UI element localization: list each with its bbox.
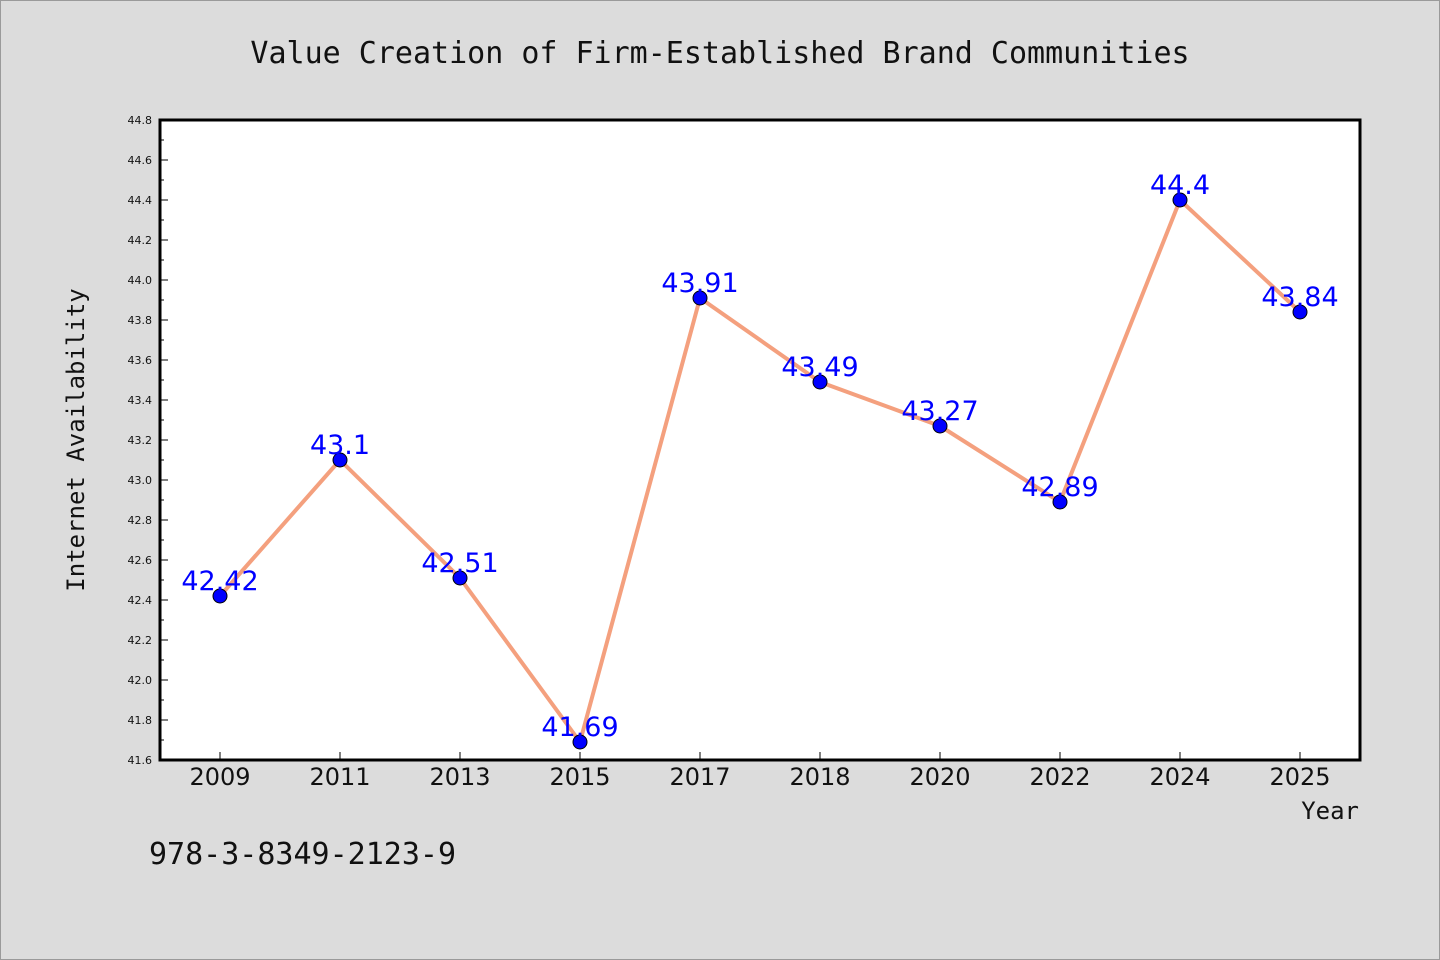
data-label: 43.84 [1261,282,1338,313]
y-tick-label: 42.4 [128,594,153,607]
y-tick-label: 44.6 [128,154,153,167]
series-layer [212,192,1308,750]
y-tick-label: 44.2 [128,234,153,247]
data-point [572,734,588,750]
x-tick-label: 2011 [309,763,370,791]
chart-title: Value Creation of Firm-Established Brand… [250,36,1189,71]
y-tick-label: 41.8 [128,714,153,727]
x-tick-label: 2015 [549,763,610,791]
x-tick-label: 2020 [909,763,970,791]
y-tick-label: 44.4 [128,194,153,207]
data-label: 43.27 [901,396,978,427]
data-label: 42.51 [421,548,498,579]
data-label: 42.42 [181,566,258,597]
isbn-annotation: 978-3-8349-2123-9 [149,837,456,872]
data-point [452,570,468,586]
x-axis-title: Year [1301,797,1359,825]
data-point [212,588,228,604]
y-tick-label: 43.6 [128,354,153,367]
x-tick-label: 2024 [1149,763,1210,791]
data-label: 43.49 [781,352,858,383]
data-point [932,418,948,434]
y-tick-label: 42.0 [128,674,153,687]
data-label: 44.4 [1150,170,1210,201]
y-tick-label: 42.8 [128,514,153,527]
y-tick-label: 43.4 [128,394,153,407]
data-label: 43.91 [661,268,738,299]
y-tick-label: 43.0 [128,474,153,487]
y-tick-label: 41.6 [128,754,153,767]
data-label: 41.69 [541,712,618,743]
data-point [332,452,348,468]
y-axis-title: Internet Availability [62,288,90,591]
plot-area [158,118,1362,762]
data-point [1292,304,1308,320]
x-tick-label: 2025 [1269,763,1330,791]
series-line [218,198,1302,744]
y-tick-label: 42.2 [128,634,153,647]
y-axis: 41.6 41.8 42.0 42.2 42.4 42.6 42.8 43.0 43.2 43.4… [128,114,168,767]
y-tick-label: 44.8 [128,114,153,127]
x-tick-label: 2018 [789,763,850,791]
data-label: 43.1 [310,430,370,461]
x-tick-label: 2017 [669,763,730,791]
data-point [1052,494,1068,510]
x-tick-label: 2009 [189,763,250,791]
data-label: 42.89 [1021,472,1098,503]
x-tick-label: 2022 [1029,763,1090,791]
y-tick-label: 42.6 [128,554,153,567]
y-tick-label: 44.0 [128,274,153,287]
y-tick-label: 43.2 [128,434,153,447]
x-axis: 2009 2011 2013 2015 2017 2018 2020 2022 2024 2025 [189,752,1331,791]
data-labels: 42.42 43.1 42.51 41.69 43.91 43.49 43.27 42.89 4… [181,170,1338,743]
x-tick-label: 2013 [429,763,490,791]
data-point [812,374,828,390]
data-point [1172,192,1188,208]
y-tick-label: 43.8 [128,314,153,327]
data-point [692,290,708,306]
